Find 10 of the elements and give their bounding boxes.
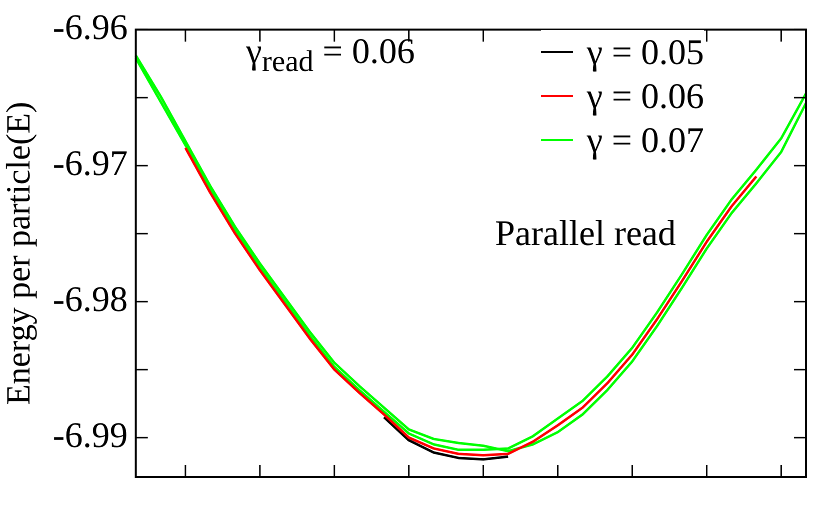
y-axis-title: Energy per particle(E) [0, 102, 38, 405]
legend-label: γ = 0.05 [586, 31, 704, 74]
y-tick-label: -6.99 [52, 415, 128, 456]
y-tick-label: -6.96 [52, 7, 128, 48]
annotation: γ$_{read}$ = 0.06 [246, 30, 415, 80]
legend-label: γ = 0.07 [586, 119, 704, 162]
y-tick-label: -6.98 [52, 279, 128, 320]
annotation: Parallel read [495, 212, 676, 254]
y-tick-label: -6.97 [52, 143, 128, 184]
legend-label: γ = 0.06 [586, 75, 704, 118]
